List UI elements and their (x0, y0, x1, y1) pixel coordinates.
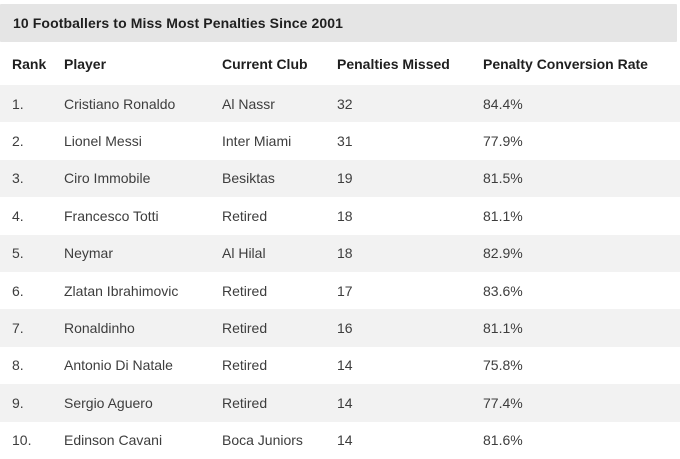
table-row: 9. Sergio Aguero Retired 14 77.4% (0, 384, 680, 422)
cell-player: Neymar (64, 245, 114, 262)
cell-club: Boca Juniors (222, 432, 303, 449)
cell-missed: 14 (337, 432, 353, 449)
header-current-club: Current Club (222, 55, 308, 72)
cell-rank: 3. (12, 170, 24, 187)
cell-player: Lionel Messi (64, 133, 142, 150)
cell-conversion: 82.9% (483, 245, 523, 262)
cell-player: Edinson Cavani (64, 432, 163, 449)
header-rank: Rank (12, 55, 47, 72)
table-row: 4. Francesco Totti Retired 18 81.1% (0, 197, 680, 234)
cell-missed: 17 (337, 282, 353, 299)
cell-club: Retired (222, 357, 268, 374)
cell-conversion: 81.1% (483, 320, 523, 337)
cell-conversion: 81.1% (483, 207, 523, 224)
table-header-row: Rank Player Current Club Penalties Misse… (0, 42, 680, 85)
header-penalty-conversion-rate: Penalty Conversion Rate (483, 55, 648, 72)
header-player: Player (64, 55, 107, 72)
cell-missed: 14 (337, 357, 353, 374)
cell-club: Retired (222, 207, 268, 224)
table-row: 7. Ronaldinho Retired 16 81.1% (0, 309, 680, 347)
cell-club: Retired (222, 282, 268, 299)
table-row: 3. Ciro Immobile Besiktas 19 81.5% (0, 159, 680, 198)
cell-conversion: 81.6% (483, 432, 523, 449)
cell-player: Cristiano Ronaldo (64, 95, 176, 112)
cell-rank: 10. (12, 432, 32, 449)
cell-conversion: 81.5% (483, 170, 523, 187)
cell-club: Retired (222, 320, 268, 337)
table-row: 6. Zlatan Ibrahimovic Retired 17 83.6% (0, 272, 680, 309)
cell-rank: 6. (12, 282, 24, 299)
cell-conversion: 84.4% (483, 95, 523, 112)
cell-missed: 18 (337, 207, 353, 224)
table-row: 5. Neymar Al Hilal 18 82.9% (0, 234, 680, 272)
cell-player: Francesco Totti (64, 207, 159, 224)
table-row: 10. Edinson Cavani Boca Juniors 14 81.6% (0, 422, 680, 459)
cell-club: Besiktas (222, 170, 275, 187)
cell-conversion: 83.6% (483, 282, 523, 299)
cell-player: Antonio Di Natale (64, 357, 173, 374)
cell-rank: 9. (12, 394, 24, 411)
cell-club: Inter Miami (222, 133, 292, 150)
table-title-bar: 10 Footballers to Miss Most Penalties Si… (0, 4, 677, 42)
cell-missed: 14 (337, 394, 353, 411)
cell-player: Sergio Aguero (64, 394, 153, 411)
cell-missed: 19 (337, 170, 353, 187)
cell-missed: 16 (337, 320, 353, 337)
cell-club: Al Hilal (222, 245, 266, 262)
cell-conversion: 75.8% (483, 357, 523, 374)
cell-player: Ciro Immobile (64, 170, 151, 187)
table-body: 1. Cristiano Ronaldo Al Nassr 32 84.4% 2. Lion… (0, 85, 680, 459)
cell-conversion: 77.9% (483, 133, 523, 150)
cell-conversion: 77.4% (483, 394, 523, 411)
table-title: 10 Footballers to Miss Most Penalties Si… (13, 15, 344, 31)
cell-club: Retired (222, 394, 268, 411)
cell-rank: 5. (12, 245, 24, 262)
cell-missed: 32 (337, 95, 353, 112)
cell-player: Ronaldinho (64, 320, 135, 337)
table-row: 8. Antonio Di Natale Retired 14 75.8% (0, 347, 680, 384)
cell-missed: 31 (337, 133, 353, 150)
table-row: 2. Lionel Messi Inter Miami 31 77.9% (0, 122, 680, 159)
cell-missed: 18 (337, 245, 353, 262)
cell-player: Zlatan Ibrahimovic (64, 282, 179, 299)
header-penalties-missed: Penalties Missed (337, 55, 450, 72)
cell-rank: 1. (12, 95, 24, 112)
cell-rank: 8. (12, 357, 24, 374)
table-row: 1. Cristiano Ronaldo Al Nassr 32 84.4% (0, 85, 680, 123)
cell-club: Al Nassr (222, 95, 275, 112)
cell-rank: 4. (12, 207, 24, 224)
cell-rank: 2. (12, 133, 24, 150)
cell-rank: 7. (12, 320, 24, 337)
